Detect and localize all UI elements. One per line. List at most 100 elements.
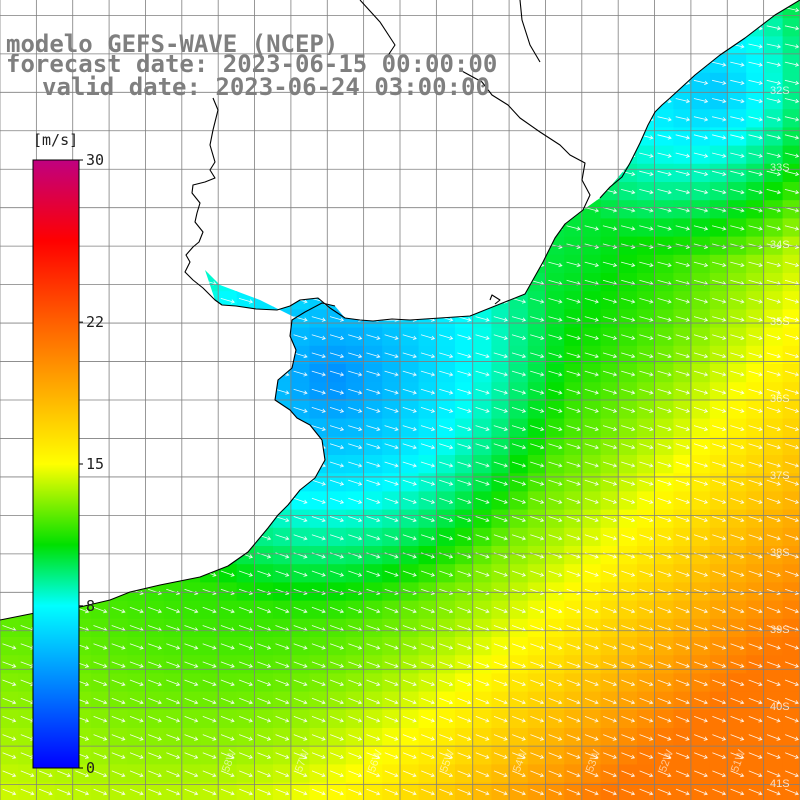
wind-arrow	[566, 316, 581, 322]
wind-arrow	[439, 25, 454, 31]
wind-arrow	[748, 643, 763, 650]
wind-arrow	[420, 25, 436, 31]
wind-cell	[345, 18, 365, 37]
wind-arrow	[493, 116, 509, 122]
wind-arrow	[129, 134, 145, 140]
wind-arrow	[548, 716, 563, 723]
wind-cell	[418, 291, 438, 310]
wind-cell	[400, 109, 420, 128]
wind-arrow	[329, 570, 345, 577]
wind-arrow	[584, 116, 600, 122]
wind-arrow	[420, 43, 436, 49]
wind-arrow	[621, 352, 636, 359]
wind-cell	[254, 127, 274, 147]
wind-arrow	[93, 261, 108, 268]
wind-arrow	[311, 697, 326, 705]
wind-arrow	[165, 225, 181, 231]
wind-arrow	[657, 25, 672, 31]
wind-cell	[382, 145, 401, 165]
wind-cell	[236, 527, 256, 547]
wind-cell	[418, 182, 438, 201]
wind-arrow	[584, 225, 600, 231]
wind-arrow	[238, 170, 254, 177]
wind-arrow	[748, 352, 763, 359]
wind-arrow	[475, 316, 490, 322]
wind-arrow	[184, 534, 199, 541]
wind-arrow	[275, 298, 290, 304]
wind-arrow	[311, 7, 327, 13]
wind-cell	[418, 782, 438, 800]
wind-cell	[273, 327, 292, 347]
wind-cell	[218, 436, 238, 456]
wind-arrow	[639, 98, 654, 104]
wind-arrow	[111, 388, 126, 395]
wind-arrow	[293, 116, 308, 122]
wind-arrow	[220, 316, 235, 322]
wind-arrow	[384, 170, 399, 177]
wind-arrow	[621, 643, 636, 650]
wind-arrow	[493, 752, 508, 759]
wind-cell	[473, 18, 492, 37]
wind-cell	[163, 273, 183, 292]
wind-arrow	[766, 516, 781, 523]
wind-arrow	[730, 734, 745, 741]
wind-arrow	[766, 298, 781, 304]
wind-cell	[491, 218, 511, 238]
wind-arrow	[748, 334, 763, 340]
wind-cell	[218, 382, 238, 401]
wind-cell	[0, 473, 19, 492]
wind-arrow	[166, 189, 181, 195]
wind-arrow	[693, 98, 709, 104]
wind-arrow	[730, 261, 745, 268]
colorbar-tick-label: 15	[86, 455, 105, 473]
wind-cell	[782, 345, 800, 365]
wind-arrow	[2, 116, 17, 122]
wind-cell	[455, 145, 474, 165]
wind-arrow	[766, 734, 781, 741]
wind-cell	[145, 400, 165, 420]
wind-cell	[436, 109, 456, 128]
wind-arrow	[475, 370, 490, 377]
wind-cell	[782, 418, 800, 438]
wind-arrow	[602, 25, 618, 31]
wind-arrow	[530, 61, 545, 67]
wind-arrow	[748, 425, 763, 432]
wind-cell	[782, 764, 800, 784]
wind-cell	[600, 109, 620, 128]
wind-cell	[527, 218, 547, 238]
wind-arrow	[384, 752, 399, 759]
wind-arrow	[621, 170, 636, 177]
wind-arrow	[675, 479, 690, 486]
wind-cell	[327, 182, 347, 201]
wind-arrow	[657, 334, 672, 340]
wind-arrow	[275, 207, 290, 213]
wind-arrow	[275, 661, 290, 668]
wind-cell	[182, 291, 201, 310]
wind-cell	[491, 127, 511, 147]
wind-arrow	[147, 606, 163, 614]
wind-cell	[309, 163, 329, 183]
wind-arrow	[511, 661, 527, 668]
wind-arrow	[712, 606, 727, 614]
wind-cell	[145, 0, 165, 19]
wind-arrow	[420, 407, 436, 413]
wind-arrow	[184, 643, 199, 650]
wind-arrow	[330, 716, 344, 723]
wind-arrow	[2, 606, 17, 614]
wind-arrow	[275, 388, 290, 395]
wind-cell	[273, 473, 292, 492]
wind-arrow	[111, 734, 126, 741]
wind-arrow	[675, 734, 690, 741]
wind-arrow	[275, 225, 290, 231]
wind-arrow	[202, 116, 217, 122]
wind-arrow	[293, 334, 308, 340]
wind-arrow	[348, 334, 363, 340]
wind-arrow	[657, 61, 672, 67]
wind-cell	[127, 382, 147, 401]
wind-arrow	[329, 388, 345, 395]
wind-arrow	[202, 370, 217, 377]
wind-cell	[182, 163, 201, 183]
wind-cell	[127, 291, 147, 310]
wind-arrow	[147, 679, 163, 687]
wind-cell	[455, 200, 474, 219]
